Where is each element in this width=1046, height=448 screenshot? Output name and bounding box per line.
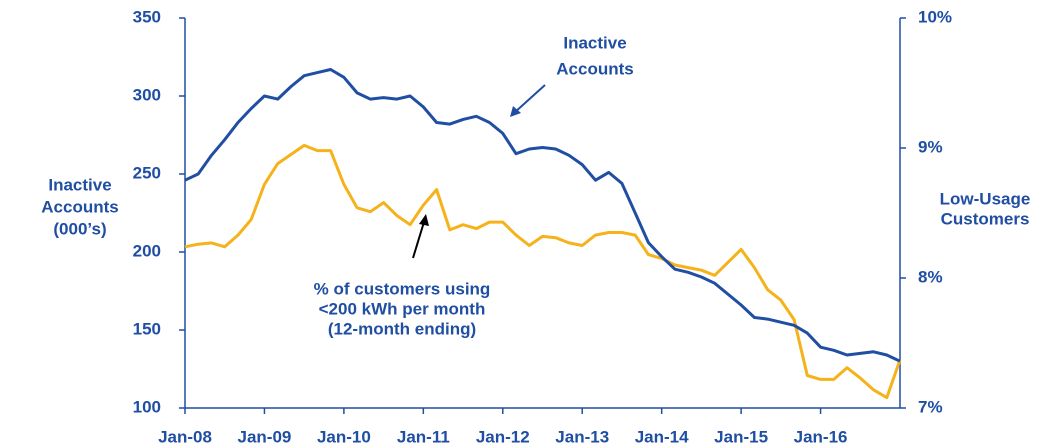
y-tick-label: 300 — [133, 85, 161, 104]
y2-tick-label: 9% — [918, 137, 943, 156]
label-line: Low-Usage — [940, 189, 1031, 208]
annotation-arrow — [412, 221, 425, 259]
line-series — [184, 143, 902, 400]
label-line: Accounts — [556, 59, 633, 78]
annotation-arrowhead — [419, 214, 429, 226]
label-line: Accounts — [41, 197, 118, 216]
y-tick-label: 250 — [133, 163, 161, 182]
y-tick-label: 150 — [133, 319, 161, 338]
label-line: Inactive — [48, 175, 111, 194]
x-tick-label: Jan-10 — [317, 427, 371, 446]
x-tick-label: Jan-13 — [555, 427, 609, 446]
label-line: (000’s) — [53, 219, 106, 238]
x-tick-label: Jan-12 — [476, 427, 530, 446]
label-line: Inactive — [563, 33, 626, 52]
y2-tick-label: 10% — [918, 7, 952, 26]
y2-tick-label: 8% — [918, 267, 943, 286]
x-tick-label: Jan-14 — [635, 427, 689, 446]
label-line: (12-month ending) — [328, 319, 476, 338]
y2-tick-label: 7% — [918, 397, 943, 416]
annotation-arrowhead — [510, 106, 521, 117]
line-series — [184, 68, 901, 363]
y-tick-label: 350 — [133, 7, 161, 26]
x-tick-label: Jan-16 — [794, 427, 848, 446]
x-tick-label: Jan-09 — [238, 427, 292, 446]
y-tick-label: 100 — [133, 397, 161, 416]
label-line: Customers — [941, 209, 1030, 228]
annotation-arrow — [513, 84, 546, 114]
x-tick-label: Jan-15 — [714, 427, 768, 446]
y-tick-label: 200 — [133, 241, 161, 260]
x-tick-label: Jan-11 — [397, 427, 450, 446]
label-line: % of customers using — [314, 279, 491, 298]
label-line: <200 kWh per month — [319, 299, 486, 318]
x-tick-label: Jan-08 — [158, 427, 212, 446]
